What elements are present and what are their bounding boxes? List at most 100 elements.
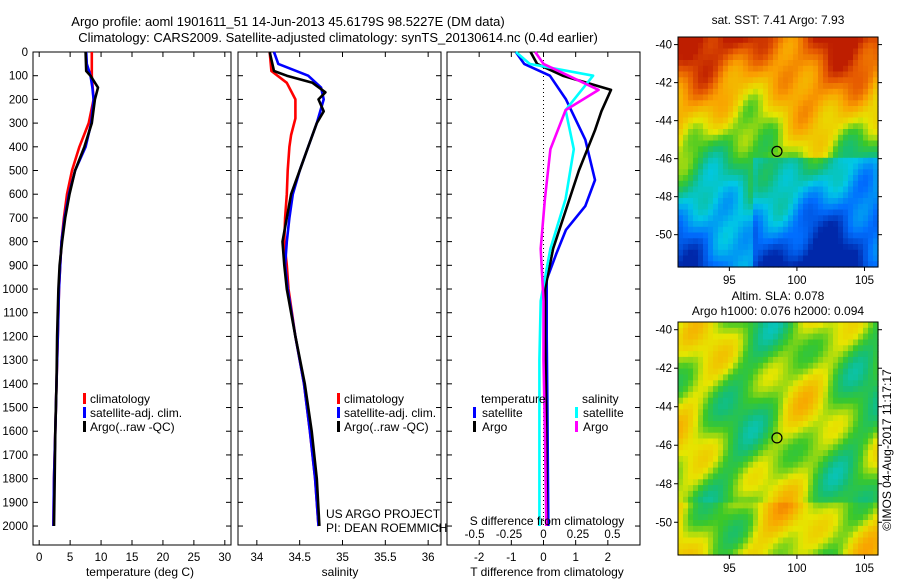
map-cell bbox=[703, 152, 709, 159]
map-cell bbox=[818, 322, 824, 329]
map-cell bbox=[768, 163, 774, 170]
map-cell bbox=[853, 48, 859, 55]
map-cell bbox=[818, 163, 824, 170]
map-cell bbox=[793, 134, 799, 142]
map-cell bbox=[868, 496, 874, 504]
map-cell bbox=[873, 479, 879, 486]
map-cell bbox=[708, 65, 714, 73]
map-cell bbox=[703, 180, 709, 188]
map-cell bbox=[703, 244, 709, 251]
map-cell bbox=[703, 450, 709, 457]
map-cell bbox=[753, 502, 759, 509]
map-cell bbox=[833, 226, 839, 234]
map-cell bbox=[788, 111, 794, 119]
map-cell bbox=[718, 327, 724, 335]
map-cell bbox=[793, 380, 799, 387]
map-cell bbox=[818, 438, 824, 445]
map-cell bbox=[748, 397, 754, 405]
map-cell bbox=[753, 157, 759, 165]
map-cell bbox=[678, 543, 684, 550]
map-cell bbox=[708, 356, 714, 364]
map-cell bbox=[798, 186, 804, 193]
map-cell bbox=[818, 403, 824, 410]
map-cell bbox=[753, 403, 759, 410]
map-cell bbox=[728, 444, 734, 451]
map-cell bbox=[708, 543, 714, 550]
map-cell bbox=[823, 537, 829, 544]
map-cell bbox=[758, 426, 764, 434]
map-cell bbox=[843, 386, 849, 393]
map-cell bbox=[738, 386, 744, 393]
map-cell bbox=[738, 180, 744, 188]
map-cell bbox=[723, 54, 729, 61]
map-cell bbox=[753, 77, 759, 84]
map-cell bbox=[823, 327, 829, 335]
map-cell bbox=[853, 479, 859, 486]
map-cell bbox=[728, 356, 734, 364]
map-cell bbox=[803, 432, 809, 440]
map-cell bbox=[798, 192, 804, 199]
map-cell bbox=[763, 461, 769, 469]
map-cell bbox=[683, 192, 689, 199]
map-cell bbox=[828, 525, 834, 533]
map-cell bbox=[813, 48, 819, 55]
map-cell bbox=[733, 525, 739, 533]
map-cell bbox=[773, 77, 779, 84]
map-cell bbox=[818, 238, 824, 245]
map-cell bbox=[778, 456, 784, 463]
map-cell bbox=[803, 444, 809, 451]
map-cell bbox=[818, 549, 824, 556]
map-cell bbox=[743, 502, 749, 509]
map-cell bbox=[713, 169, 719, 176]
x-tick-label: -1 bbox=[506, 552, 516, 564]
map-cell bbox=[783, 525, 789, 533]
map-cell bbox=[728, 146, 734, 153]
map-cell bbox=[753, 37, 759, 44]
map-cell bbox=[783, 203, 789, 211]
map-cell bbox=[803, 238, 809, 245]
map-cell bbox=[793, 163, 799, 170]
map-cell bbox=[763, 403, 769, 410]
map-cell bbox=[763, 485, 769, 492]
map-cell bbox=[763, 397, 769, 405]
map-cell bbox=[833, 152, 839, 159]
map-cell bbox=[683, 48, 689, 55]
map-cell bbox=[778, 380, 784, 387]
map-cell bbox=[783, 232, 789, 239]
map-cell bbox=[773, 221, 779, 228]
map-cell bbox=[863, 543, 869, 550]
map-cell bbox=[678, 322, 684, 329]
map-cell bbox=[858, 77, 864, 84]
map-cell bbox=[853, 261, 859, 268]
map-cell bbox=[863, 531, 869, 539]
map-cell bbox=[828, 42, 834, 50]
map-cell bbox=[868, 129, 874, 136]
map-cell bbox=[788, 490, 794, 498]
map-cell bbox=[703, 421, 709, 428]
map-cell bbox=[798, 502, 804, 509]
map-cell bbox=[858, 152, 864, 159]
imos-timestamp: ©IMOS 04-Aug-2017 11:17:17 bbox=[880, 369, 894, 531]
map-cell bbox=[783, 473, 789, 480]
map-cell bbox=[728, 415, 734, 422]
map-cell bbox=[713, 327, 719, 335]
map-cell bbox=[803, 42, 809, 50]
map-cell bbox=[818, 42, 824, 50]
map-cell bbox=[683, 374, 689, 381]
map-cell bbox=[718, 238, 724, 245]
map-cell bbox=[768, 438, 774, 445]
map-cell bbox=[803, 209, 809, 216]
map-cell bbox=[798, 203, 804, 211]
map-cell bbox=[718, 426, 724, 434]
map-cell bbox=[848, 163, 854, 170]
map-cell bbox=[698, 226, 704, 234]
map-cell bbox=[853, 180, 859, 188]
map-cell bbox=[728, 426, 734, 434]
map-cell bbox=[778, 88, 784, 96]
map-cell bbox=[788, 380, 794, 387]
map-cell bbox=[853, 140, 859, 147]
map-cell bbox=[823, 397, 829, 405]
map-cell bbox=[683, 261, 689, 268]
map-cell bbox=[743, 426, 749, 434]
map-cell bbox=[703, 432, 709, 440]
